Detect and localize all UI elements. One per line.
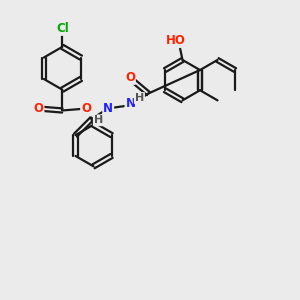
Text: N: N (103, 102, 113, 115)
Text: N: N (125, 98, 136, 110)
Text: H: H (135, 93, 144, 103)
Text: HO: HO (166, 34, 186, 47)
Text: O: O (34, 103, 44, 116)
Text: O: O (125, 71, 135, 84)
Text: Cl: Cl (56, 22, 69, 35)
Text: O: O (81, 103, 91, 116)
Text: H: H (94, 115, 103, 125)
